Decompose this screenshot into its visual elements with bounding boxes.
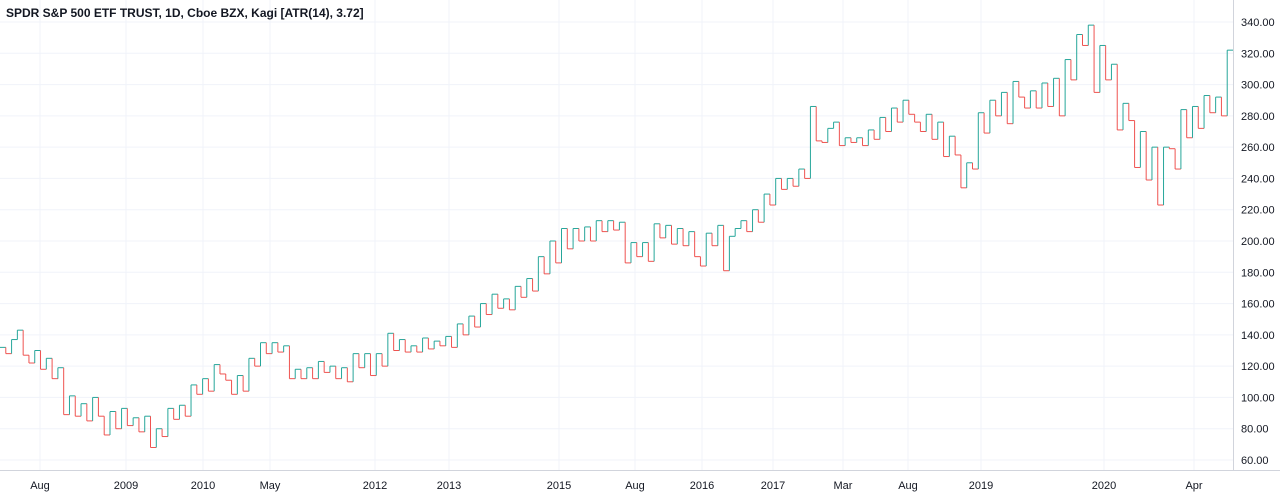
y-tick-label: 300.00 (1241, 80, 1275, 92)
y-tick-label: 160.00 (1241, 299, 1275, 311)
x-tick-label: May (260, 480, 281, 492)
y-tick-label: 60.00 (1241, 455, 1269, 467)
y-tick-label: 340.00 (1241, 17, 1275, 29)
x-tick-label: 2019 (969, 480, 993, 492)
y-tick-label: 220.00 (1241, 205, 1275, 217)
y-tick-label: 140.00 (1241, 330, 1275, 342)
x-tick-label: 2017 (761, 480, 785, 492)
y-tick-label: 180.00 (1241, 267, 1275, 279)
x-tick-label: 2010 (191, 480, 215, 492)
y-tick-label: 260.00 (1241, 142, 1275, 154)
kagi-series (0, 24, 1233, 448)
x-tick-label: 2016 (690, 480, 714, 492)
x-tick-label: 2012 (363, 480, 387, 492)
x-tick-label: Aug (30, 480, 50, 492)
x-tick-label: Apr (1185, 480, 1202, 492)
y-tick-label: 100.00 (1241, 392, 1275, 404)
x-tick-label: 2013 (437, 480, 461, 492)
x-tick-label: Aug (625, 480, 645, 492)
x-tick-label: Mar (834, 480, 853, 492)
y-tick-label: 280.00 (1241, 111, 1275, 123)
y-tick-label: 200.00 (1241, 236, 1275, 248)
chart-title: SPDR S&P 500 ETF TRUST, 1D, Cboe BZX, Ka… (6, 6, 364, 20)
x-tick-label: 2009 (114, 480, 138, 492)
x-tick-label: Aug (898, 480, 918, 492)
x-tick-label: 2020 (1092, 480, 1116, 492)
y-tick-label: 120.00 (1241, 361, 1275, 373)
y-tick-label: 80.00 (1241, 424, 1269, 436)
y-tick-label: 240.00 (1241, 173, 1275, 185)
y-tick-label: 320.00 (1241, 48, 1275, 60)
x-tick-label: 2015 (547, 480, 571, 492)
